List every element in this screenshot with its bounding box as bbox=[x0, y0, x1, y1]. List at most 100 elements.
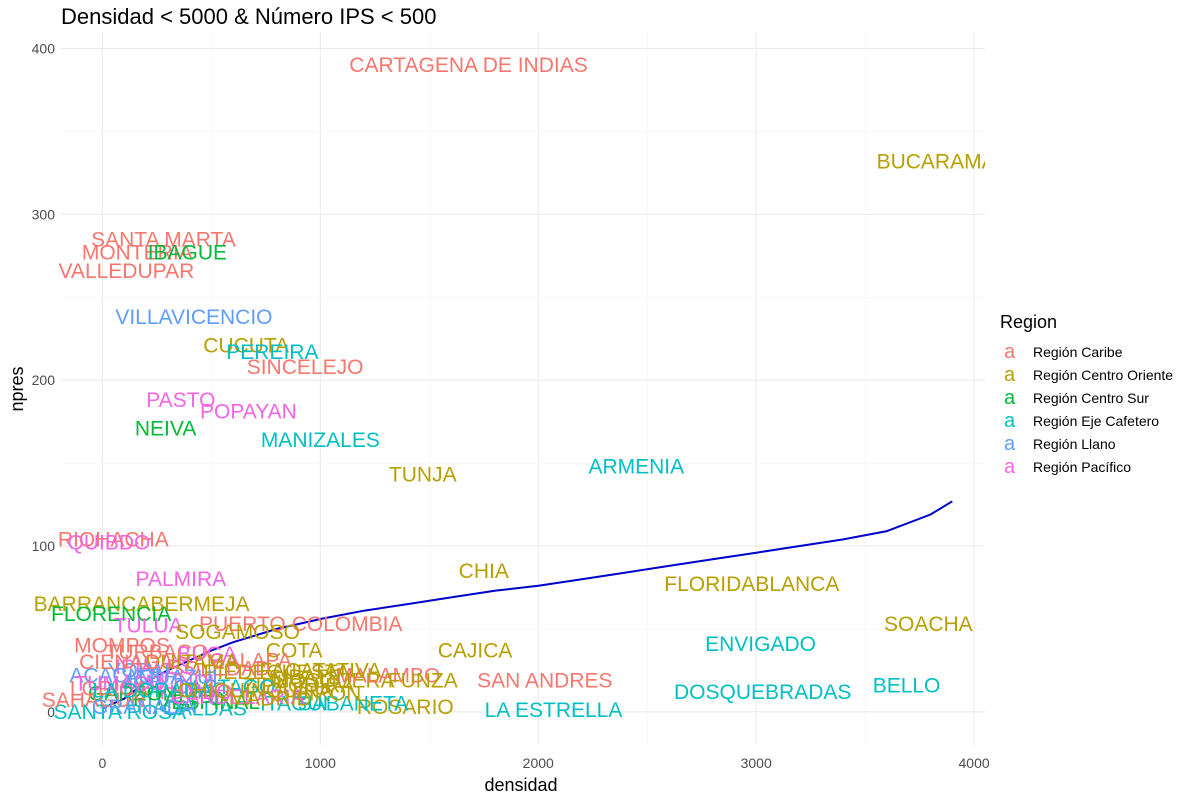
legend-key-glyph: a bbox=[1004, 456, 1016, 478]
x-tick-label: 4000 bbox=[959, 755, 990, 771]
point-label: YOPAL bbox=[107, 659, 175, 682]
legend-entry-label: Región Eje Cafetero bbox=[1033, 413, 1159, 429]
point-label: DUITAMA bbox=[145, 651, 238, 674]
point-label: BELLO bbox=[873, 674, 941, 697]
legend-entry-label: Región Llano bbox=[1033, 436, 1116, 452]
point-label: CHIQUINQUIRA bbox=[177, 679, 332, 702]
point-label: BUCARAMANGA bbox=[877, 150, 1042, 173]
x-axis-title: densidad bbox=[484, 775, 557, 795]
y-tick-label: 300 bbox=[32, 206, 56, 222]
point-label: COTA bbox=[266, 639, 323, 662]
point-label: CALDAS bbox=[163, 698, 247, 721]
point-label: GARZON bbox=[88, 683, 178, 706]
point-label: FACATATIVA bbox=[259, 659, 381, 682]
legend-key-glyph: a bbox=[1004, 433, 1016, 455]
point-label: SOLEDAD bbox=[170, 658, 270, 681]
point-label: MONTERIA bbox=[82, 242, 193, 265]
point-label: TURBACO bbox=[106, 641, 209, 664]
point-label: IBAGUE bbox=[148, 242, 227, 265]
point-label: PASTO bbox=[146, 389, 215, 412]
point-label: SOACHA bbox=[884, 613, 973, 636]
point-label: CAJICA bbox=[438, 639, 513, 662]
legend-entry-label: Región Pacífico bbox=[1033, 459, 1131, 475]
point-label: PIEDECUESTA bbox=[203, 661, 350, 684]
point-label: TULUA bbox=[114, 615, 183, 638]
point-label: MANIZALES bbox=[261, 429, 380, 452]
point-label: MALAMBO bbox=[335, 664, 440, 687]
legend: Region a Región Caribe a Región Centro Orie… bbox=[1000, 312, 1173, 478]
point-label: CARTAGO bbox=[173, 676, 275, 699]
chart-title: Densidad < 5000 & Número IPS < 500 bbox=[61, 4, 436, 29]
point-label: BUGA bbox=[177, 643, 237, 666]
point-label: FLORIDABLANCA bbox=[664, 573, 839, 596]
point-label: CARTAGENA DE INDIAS bbox=[349, 54, 587, 77]
point-label: TUNJA bbox=[389, 464, 457, 487]
point-label: PEREIRA bbox=[226, 341, 318, 364]
point-label: POPAYAN bbox=[200, 401, 297, 424]
legend-key-glyph: a bbox=[1004, 387, 1016, 409]
point-label: ACACIAS bbox=[69, 664, 161, 687]
axis-layer: 0 1000 2000 3000 4000 0 100 200 300 400 bbox=[32, 41, 990, 771]
point-label: SIBATE bbox=[269, 666, 342, 689]
point-label: DOSQUEBRADAS bbox=[674, 681, 851, 704]
y-tick-label: 400 bbox=[32, 41, 56, 57]
point-label: PITALITO bbox=[133, 688, 224, 711]
point-label: QUIBDO bbox=[68, 532, 151, 555]
legend-entry-label: Región Caribe bbox=[1033, 344, 1123, 360]
legend-key-glyph: a bbox=[1004, 364, 1016, 386]
point-label: NEIVA bbox=[135, 417, 196, 440]
point-label: JAMUNDI bbox=[121, 671, 214, 694]
point-label: SOGAMOSO bbox=[175, 621, 300, 644]
point-label: CANDELARIA bbox=[170, 686, 304, 709]
legend-entry-label: Región Centro Sur bbox=[1033, 390, 1149, 406]
point-label: PUERTO COLOMBIA bbox=[199, 613, 402, 636]
point-label: SANTA MARTA bbox=[91, 228, 236, 251]
legend-key-glyph: a bbox=[1004, 341, 1016, 363]
y-tick-label: 100 bbox=[32, 538, 56, 554]
point-label: MADRID bbox=[229, 688, 312, 711]
point-label: ZIPAQUIRA bbox=[243, 674, 355, 697]
point-label: RIOHACHA bbox=[58, 528, 169, 551]
point-label: LA ESTRELLA bbox=[485, 699, 623, 722]
point-label: ROSARIO bbox=[357, 696, 454, 719]
point-label: ENVIGADO bbox=[705, 633, 816, 656]
point-label: SAHAGUN bbox=[42, 689, 146, 712]
point-label: CHIA bbox=[459, 560, 509, 583]
point-label: FLORENCIA bbox=[51, 603, 171, 626]
y-tick-label: 200 bbox=[32, 372, 56, 388]
point-label: SAN ANDRES bbox=[477, 669, 612, 692]
point-label: ESPINAL bbox=[171, 691, 260, 714]
point-label: BARRANCABERMEJA bbox=[34, 593, 250, 616]
legend-title: Region bbox=[1000, 312, 1057, 332]
trend-line bbox=[101, 500, 953, 710]
point-label: LA DORADA bbox=[92, 679, 212, 702]
point-label: CIENAGA bbox=[79, 651, 174, 674]
point-label: MOSQUERA bbox=[272, 669, 395, 692]
legend-entry-label: Región Centro Oriente bbox=[1033, 367, 1173, 383]
point-label: PALMIRA bbox=[136, 568, 227, 591]
point-label: MOMPOS bbox=[74, 635, 170, 658]
x-tick-label: 3000 bbox=[741, 755, 772, 771]
point-label: AGUAZUL bbox=[125, 666, 224, 689]
point-label: CUCUTA bbox=[203, 334, 289, 357]
point-label: FUNZA bbox=[388, 669, 458, 692]
point-label: YUMBO bbox=[155, 681, 232, 704]
point-label: LORICA bbox=[70, 678, 148, 701]
point-label: SANTA ROSA bbox=[54, 701, 187, 724]
trend-line-layer bbox=[101, 500, 953, 710]
point-label: SINCELEJO bbox=[247, 356, 364, 379]
y-axis-title: npres bbox=[7, 366, 27, 411]
point-label-layer: CARTAGENA DE INDIAS BUCARAMANGA SANTA MART… bbox=[34, 54, 1042, 724]
legend-key-glyph: a bbox=[1004, 410, 1016, 432]
x-tick-label: 0 bbox=[99, 755, 107, 771]
x-tick-label: 1000 bbox=[305, 755, 336, 771]
point-label: ITAGUI bbox=[260, 693, 328, 716]
point-label: VILLAVICENCIO bbox=[115, 306, 272, 329]
y-tick-label: 0 bbox=[47, 704, 55, 720]
x-tick-label: 2000 bbox=[523, 755, 554, 771]
point-label: ARMENIA bbox=[588, 455, 684, 478]
point-label: GIRON bbox=[292, 683, 361, 706]
point-label: GALAPA bbox=[209, 649, 291, 672]
